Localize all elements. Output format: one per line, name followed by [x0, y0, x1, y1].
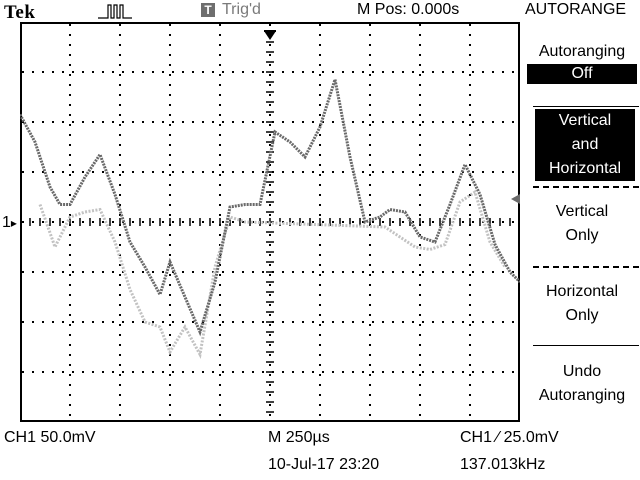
undo-autoranging-option[interactable]: Undo Autoranging: [527, 360, 637, 408]
vertical-only-option[interactable]: Vertical Only: [527, 200, 637, 248]
acquisition-pulse-icon: [98, 4, 132, 19]
trigger-position-marker-icon: [264, 30, 276, 40]
graticule-frame: [20, 22, 520, 422]
option-line: Horizontal: [545, 283, 619, 300]
menu-divider: [533, 266, 639, 268]
ch1-scale-readout: CH1 50.0mV: [4, 429, 96, 446]
menu-divider: [533, 106, 639, 107]
date-time-readout: 10-Jul-17 23:20: [268, 456, 380, 473]
horizontal-only-option[interactable]: Horizontal Only: [527, 280, 637, 328]
option-line: Autoranging: [538, 387, 626, 404]
autoranging-toggle[interactable]: Autoranging Off: [527, 40, 637, 84]
waveform-display: [20, 22, 520, 422]
trigger-icon: T: [201, 3, 215, 17]
trigger-level-marker-icon: [511, 194, 520, 204]
timebase-readout: M 250µs: [268, 429, 330, 446]
reference-waveform-trace: [38, 189, 507, 360]
option-line: Vertical: [558, 112, 612, 129]
trigger-level-readout: CH1 ∕ 25.0mV: [460, 429, 559, 446]
menu-divider: [533, 186, 639, 188]
option-line: Vertical: [555, 203, 609, 220]
main-position-readout: M Pos: 0.000s: [357, 1, 460, 18]
vertical-and-horizontal-option[interactable]: Vertical and Horizontal: [535, 109, 635, 181]
autoranging-value: Off: [527, 64, 637, 84]
option-line: Only: [565, 307, 599, 324]
option-line: Horizontal: [548, 160, 622, 177]
option-line: and: [571, 136, 599, 153]
ch1-ground-marker: 1▸: [2, 214, 17, 231]
option-line: Undo: [562, 363, 602, 380]
autorange-side-menu: Autoranging Off Vertical and Horizontal …: [527, 22, 639, 422]
trigger-status: Trig'd: [222, 1, 261, 18]
menu-divider: [533, 345, 639, 346]
brand-logo: Tek: [4, 2, 36, 23]
menu-title: AUTORANGE: [525, 1, 627, 18]
option-line: Only: [565, 227, 599, 244]
ch1-waveform-trace: [20, 79, 520, 337]
autoranging-label: Autoranging: [538, 43, 626, 60]
frequency-readout: 137.013kHz: [460, 456, 546, 473]
